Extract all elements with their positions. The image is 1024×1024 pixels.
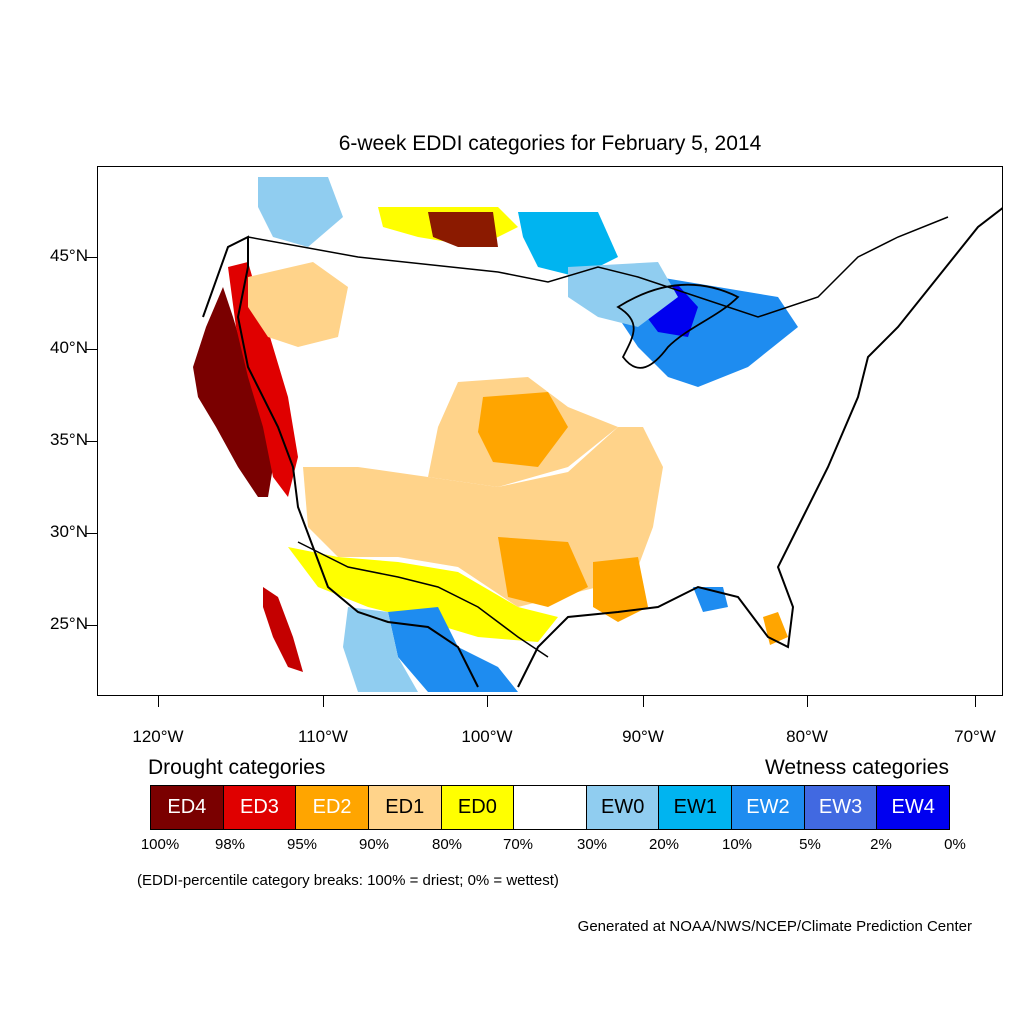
category-legend: ED4 ED3 ED2 ED1 ED0 EW0 EW1 EW2 EW3 EW4 (150, 785, 950, 830)
lat-tick (86, 257, 97, 258)
lon-tick (643, 696, 644, 707)
region-ed2-orange-plains (478, 392, 568, 467)
legend-cell-ed4: ED4 (151, 786, 224, 829)
legend-cell-ew1: EW1 (659, 786, 733, 829)
lon-tick (487, 696, 488, 707)
lon-tick (158, 696, 159, 707)
lat-tick (86, 533, 97, 534)
map-panel (97, 166, 1003, 696)
percentile-label: 90% (358, 836, 390, 853)
region-ed3-baja (263, 587, 303, 672)
eddi-map (193, 177, 1002, 692)
lon-label-70: 70°W (954, 727, 996, 746)
credit-text: Generated at NOAA/NWS/NCEP/Climate Predi… (577, 918, 972, 935)
legend-cell-ew2: EW2 (732, 786, 805, 829)
region-ed3-north-dakota (428, 212, 498, 247)
region-ed1-west-interior (248, 262, 348, 347)
percentile-label: 80% (431, 836, 463, 853)
wetness-categories-title: Wetness categories (764, 756, 949, 779)
percentile-label: 0% (944, 836, 966, 853)
coastline-outline (202, 207, 1002, 688)
lat-label-40: 40°N (50, 338, 88, 357)
legend-cell-ed1: ED1 (368, 786, 442, 829)
great-lakes-outline (616, 283, 740, 369)
legend-cell-ew4: EW4 (877, 786, 950, 829)
drought-categories-title: Drought categories (148, 756, 326, 779)
region-ew-mexico (388, 607, 518, 692)
lon-tick (807, 696, 808, 707)
region-ed0-yellow-sw (288, 547, 558, 642)
percentile-label: 30% (576, 836, 608, 853)
legend-cell-ed0: ED0 (441, 786, 515, 829)
border-mexico (297, 541, 549, 658)
lon-label-110: 110°W (298, 727, 348, 746)
lon-label-90: 90°W (622, 727, 664, 746)
lon-tick (323, 696, 324, 707)
lat-label-25: 25°N (50, 614, 88, 633)
percentile-label: 100% (140, 836, 180, 853)
percentile-label: 2% (870, 836, 892, 853)
region-ew1-north (518, 212, 618, 277)
region-ed2-orange-lower-miss (593, 557, 648, 622)
percentile-label: 70% (502, 836, 534, 853)
lon-label-120: 120°W (132, 727, 184, 746)
legend-cell-neutral (514, 786, 587, 829)
lon-label-80: 80°W (786, 727, 828, 746)
percentile-label: 95% (286, 836, 318, 853)
lat-label-45: 45°N (50, 246, 88, 265)
region-ew-mexico-light (343, 607, 418, 692)
percentile-label: 10% (721, 836, 753, 853)
legend-cell-ed3: ED3 (223, 786, 297, 829)
lat-tick (86, 441, 97, 442)
legend-cell-ew0: EW0 (586, 786, 660, 829)
region-ed3-west (228, 262, 298, 497)
lat-label-35: 35°N (50, 430, 88, 449)
region-ew0-north-central (568, 262, 678, 327)
lon-label-100: 100°W (461, 727, 513, 746)
region-ew-pacific-nw (258, 177, 343, 247)
percentile-label: 98% (214, 836, 246, 853)
region-ed4-california (193, 287, 273, 497)
percentile-label: 20% (648, 836, 680, 853)
lat-tick (86, 349, 97, 350)
legend-cell-ed2: ED2 (296, 786, 369, 829)
lat-label-30: 30°N (50, 522, 88, 541)
lon-tick (975, 696, 976, 707)
legend-cell-ew3: EW3 (804, 786, 878, 829)
map-title: 6-week EDDI categories for February 5, 2… (338, 132, 762, 155)
category-note: (EDDI-percentile category breaks: 100% =… (137, 872, 559, 889)
region-ed2-orange-texas (498, 537, 588, 607)
percentile-label: 5% (799, 836, 821, 853)
lat-tick (86, 625, 97, 626)
